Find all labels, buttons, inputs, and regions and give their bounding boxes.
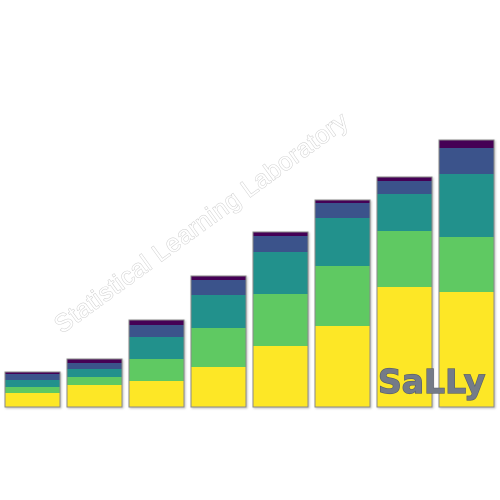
bar-segment	[253, 236, 308, 252]
stacked-bar	[4, 371, 61, 408]
bar-segment	[377, 177, 432, 181]
bar-segment	[439, 148, 494, 174]
stacked-bar	[252, 231, 309, 408]
bar-outline	[314, 199, 371, 408]
bar-segment	[5, 387, 60, 393]
bar-segment	[191, 295, 246, 328]
bar-segment	[67, 359, 122, 363]
stacked-bar	[66, 358, 123, 408]
bar-segment	[377, 231, 432, 287]
bar-outline	[252, 231, 309, 408]
bar-segment	[315, 218, 370, 266]
bar-segment	[377, 194, 432, 231]
bar-outline	[190, 275, 247, 408]
bar-outline	[4, 371, 61, 408]
bar-segment	[191, 276, 246, 280]
bar-segment	[129, 320, 184, 325]
bar-segment	[5, 393, 60, 407]
bar-segment	[129, 359, 184, 381]
stacked-bar	[376, 176, 433, 408]
bar-segment	[191, 367, 246, 407]
bar-segment	[439, 174, 494, 237]
bar-segment	[67, 377, 122, 385]
bar-segment	[253, 252, 308, 294]
stacked-bar	[314, 199, 371, 408]
bar-outline	[376, 176, 433, 408]
bar-segment	[439, 237, 494, 292]
bar-segment	[5, 372, 60, 374]
bar-segment	[129, 381, 184, 407]
stacked-bar	[128, 319, 185, 408]
bar-outline	[128, 319, 185, 408]
bar-segment	[5, 380, 60, 387]
bar-segment	[439, 292, 494, 407]
bar-segment	[67, 385, 122, 407]
bar-segment	[439, 140, 494, 148]
bar-segment	[377, 287, 432, 407]
bar-segment	[67, 363, 122, 369]
brand-name: SaLLy	[378, 362, 485, 401]
stacked-bar	[438, 139, 495, 408]
bar-segment	[191, 280, 246, 295]
bar-segment	[377, 181, 432, 194]
bar-segment	[315, 266, 370, 326]
stacked-bar	[190, 275, 247, 408]
bar-segment	[253, 346, 308, 407]
bar-outline	[66, 358, 123, 408]
bar-segment	[191, 328, 246, 367]
bar-segment	[129, 337, 184, 359]
bar-segment	[315, 326, 370, 407]
bar-outline	[438, 139, 495, 408]
bar-segment	[315, 203, 370, 218]
bar-segment	[253, 232, 308, 236]
bar-segment	[5, 374, 60, 380]
bar-segment	[129, 325, 184, 337]
bar-segment	[67, 369, 122, 377]
bar-segment	[253, 294, 308, 346]
bars-group	[4, 139, 495, 408]
bar-segment	[315, 200, 370, 203]
